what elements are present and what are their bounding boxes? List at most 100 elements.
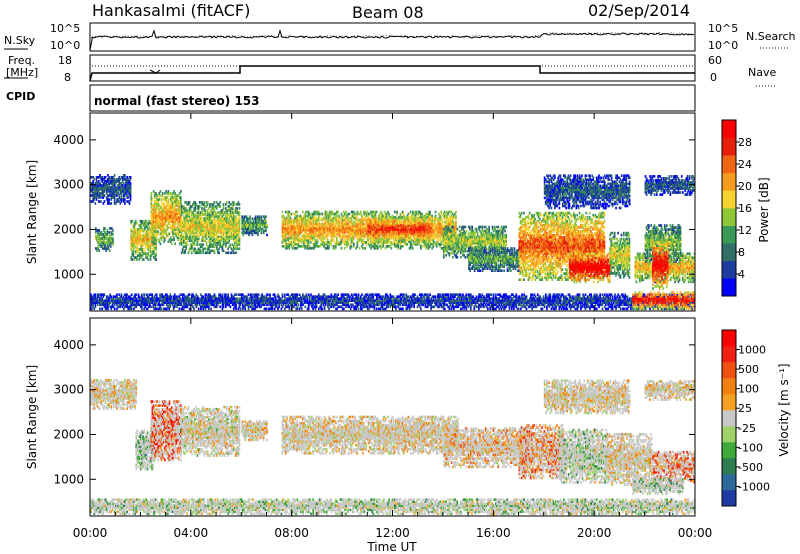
data-cell: [305, 214, 308, 218]
data-cell: [142, 258, 145, 261]
data-cell: [244, 227, 247, 231]
data-cell: [115, 186, 117, 189]
data-cell: [155, 252, 157, 255]
data-cell: [103, 239, 105, 242]
data-cell: [341, 226, 344, 230]
data-cell: [95, 184, 98, 187]
data-cell: [155, 196, 157, 199]
data-cell: [305, 238, 308, 242]
data-cell: [197, 235, 200, 238]
data-cell: [228, 223, 231, 226]
data-cell: [213, 213, 216, 216]
data-cell: [426, 212, 429, 216]
data-cell: [178, 200, 181, 203]
data-cell: [181, 249, 184, 253]
data-cell: [230, 213, 233, 216]
data-cell: [262, 221, 265, 225]
data-cell: [434, 243, 437, 246]
data-cell: [439, 243, 441, 246]
data-cell: [307, 232, 310, 236]
data-cell: [309, 232, 312, 236]
data-cell: [286, 230, 288, 234]
data-cell: [90, 190, 92, 193]
data-cell: [237, 203, 240, 206]
data-cell: [129, 196, 132, 199]
data-cell: [438, 230, 440, 234]
data-cell: [227, 221, 229, 224]
data-cell: [244, 231, 247, 235]
data-cell: [433, 228, 436, 232]
data-cell: [365, 228, 368, 232]
data-cell: [432, 236, 435, 240]
data-cell: [361, 232, 363, 236]
data-cell: [176, 230, 179, 233]
data-cell: [174, 228, 176, 231]
data-cell: [328, 214, 330, 218]
data-cell: [320, 224, 322, 228]
data-cell: [217, 217, 219, 220]
data-cell: [204, 235, 207, 238]
data-cell: [263, 229, 266, 233]
data-cell: [184, 207, 186, 210]
data-cell: [165, 190, 167, 193]
data-cell: [95, 188, 98, 191]
data-cell: [222, 233, 225, 236]
data-cell: [312, 224, 314, 228]
data-cell: [158, 218, 161, 221]
data-cell: [287, 243, 289, 246]
data-cell: [435, 232, 438, 236]
data-cell: [298, 228, 301, 232]
data-cell: [315, 243, 318, 246]
data-cell: [356, 222, 359, 226]
data-cell: [196, 219, 199, 222]
data-cell: [209, 241, 211, 244]
data-cell: [307, 228, 310, 232]
data-cell: [147, 252, 149, 255]
cpid-panel: [89, 84, 696, 112]
data-cell: [260, 231, 263, 235]
data-cell: [133, 244, 136, 247]
data-cell: [266, 223, 268, 227]
data-cell: [96, 229, 98, 232]
data-cell: [290, 222, 293, 226]
data-cell: [249, 217, 251, 220]
data-cell: [136, 248, 138, 251]
data-cell: [238, 213, 241, 216]
data-cell: [213, 231, 216, 234]
data-cell: [302, 220, 304, 224]
data-cell: [120, 190, 123, 193]
data-cell: [192, 237, 194, 240]
data-cell: [157, 230, 159, 233]
data-cell: [397, 240, 400, 243]
data-cell: [121, 178, 124, 181]
data-cell: [200, 201, 202, 204]
data-cell: [355, 226, 357, 230]
data-cell: [124, 174, 126, 177]
data-cell: [295, 220, 297, 224]
data-cell: [92, 194, 94, 197]
freq-glitch: [149, 69, 161, 74]
data-cell: [95, 196, 98, 199]
data-cell: [287, 232, 289, 236]
data-cell: [226, 209, 228, 212]
data-cell: [200, 227, 202, 230]
data-cell: [107, 184, 109, 187]
data-cell: [234, 233, 236, 236]
data-cell: [254, 227, 257, 231]
data-cell: [108, 237, 111, 240]
data-cell: [170, 218, 173, 221]
data-cell: [215, 237, 218, 240]
data-cell: [289, 236, 292, 240]
data-cell: [212, 249, 215, 253]
data-cell: [205, 233, 208, 236]
data-cell: [188, 249, 191, 253]
data-cell: [206, 209, 209, 212]
data-cell: [234, 219, 236, 222]
data-cell: [220, 233, 223, 236]
data-cell: [172, 210, 174, 213]
data-cell: [217, 225, 219, 228]
data-cell: [236, 209, 238, 212]
data-cell: [228, 217, 231, 220]
data-cell: [170, 210, 173, 213]
data-cell: [370, 243, 372, 246]
